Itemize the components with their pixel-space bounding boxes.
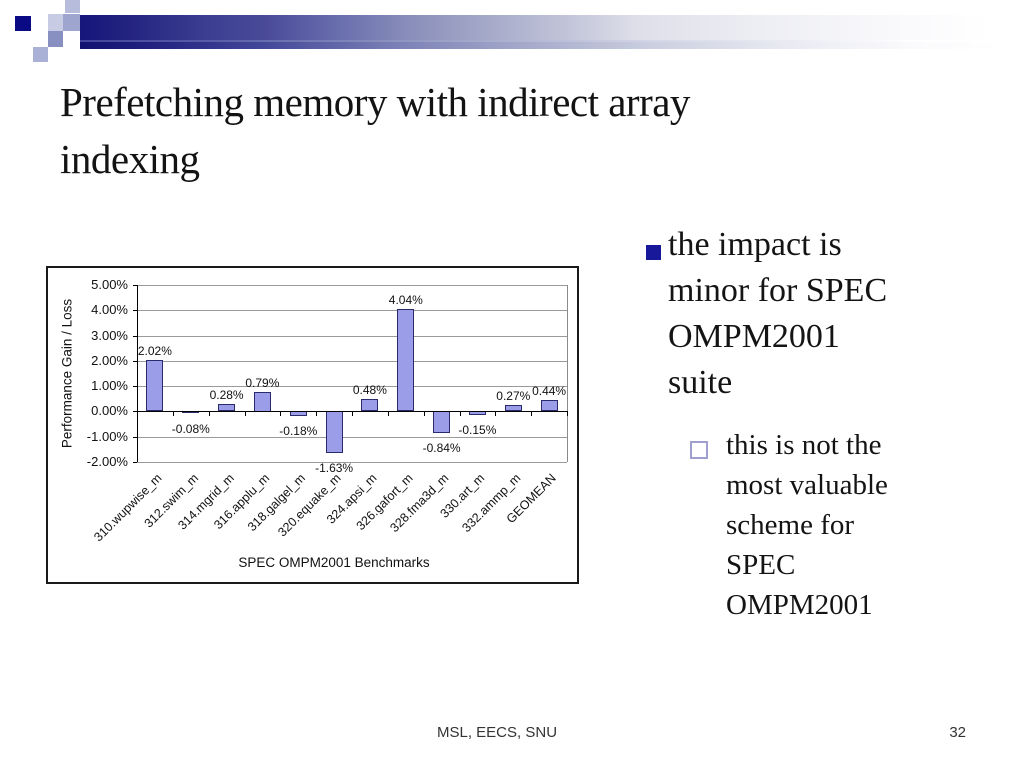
- bullet-text-main: the impact is minor for SPEC OMPM2001 su…: [668, 226, 888, 401]
- bar-data-label: -0.08%: [171, 421, 210, 436]
- bar-data-label: -0.15%: [458, 423, 497, 438]
- y-axis-tick: [133, 310, 137, 312]
- decor-square-icon: [48, 14, 63, 31]
- bar-data-label: -0.84%: [422, 440, 461, 455]
- performance-chart: Performance Gain / Loss SPEC OMPM2001 Be…: [46, 266, 579, 584]
- bar: [146, 360, 164, 412]
- x-axis-tick: [495, 411, 497, 417]
- x-axis-tick: [531, 411, 533, 417]
- gridline: [137, 335, 567, 337]
- bar: [397, 309, 415, 412]
- page-title: Prefetching memory with indirect array i…: [60, 79, 690, 182]
- hollow-square-bullet-icon: [690, 441, 708, 459]
- x-axis-tick: [208, 411, 210, 417]
- y-axis-tick: [133, 285, 137, 286]
- y-tick-label: 1.00%: [91, 378, 128, 394]
- x-axis-tick: [172, 411, 174, 417]
- bar-data-label: 0.48%: [352, 383, 387, 398]
- y-axis-tick: [133, 360, 137, 362]
- plot-right-border: [567, 285, 568, 462]
- x-axis-tick: [244, 411, 246, 417]
- decor-square-icon: [33, 47, 48, 62]
- bar: [361, 399, 379, 412]
- decor-square-icon: [63, 14, 80, 31]
- bar-data-label: -1.63%: [315, 460, 354, 475]
- y-tick-label: -1.00%: [86, 428, 128, 444]
- gridline: [137, 386, 567, 388]
- bar-data-label: 2.02%: [137, 344, 172, 359]
- page-number: 32: [949, 724, 966, 741]
- bar-data-label: -0.18%: [279, 424, 318, 438]
- decor-square-icon: [48, 31, 63, 47]
- gridline: [137, 360, 567, 362]
- y-tick-label: 5.00%: [91, 277, 128, 292]
- decor-square-icon: [15, 16, 31, 31]
- x-axis-tick: [280, 411, 282, 417]
- bar-data-label: 0.28%: [209, 388, 244, 403]
- x-axis-title: SPEC OMPM2001 Benchmarks: [238, 555, 430, 570]
- bullet-text-sub: this is not the most valuable scheme for…: [726, 429, 888, 621]
- x-axis-tick: [567, 411, 568, 417]
- x-axis-tick: [423, 411, 425, 417]
- bar-data-label: 0.27%: [496, 388, 531, 403]
- y-axis-tick: [133, 335, 137, 337]
- gridline: [137, 462, 567, 463]
- bar-data-label: 0.44%: [532, 384, 567, 399]
- header-gradient-bar-separator: [80, 40, 1009, 42]
- bar: [253, 391, 271, 412]
- filled-square-bullet-icon: [646, 245, 661, 260]
- bar: [504, 404, 522, 412]
- bar-data-label: 4.04%: [388, 293, 423, 308]
- y-axis-tick: [133, 411, 137, 413]
- x-axis-tick: [316, 411, 318, 417]
- decor-square-icon: [65, 0, 80, 13]
- y-axis-tick: [133, 436, 137, 438]
- y-axis-tick: [133, 386, 137, 388]
- bar: [218, 404, 236, 412]
- y-tick-label: 3.00%: [91, 327, 128, 343]
- header-gradient-bar-lower: [80, 42, 1009, 49]
- bar: [540, 400, 558, 412]
- y-axis-tick: [133, 462, 137, 463]
- y-tick-label: 4.00%: [91, 302, 128, 318]
- bar-data-label: 0.79%: [245, 375, 280, 390]
- y-tick-label: 0.00%: [91, 403, 128, 419]
- gridline: [137, 310, 567, 312]
- y-tick-label: 2.00%: [91, 352, 128, 368]
- y-axis-line: [137, 285, 138, 462]
- x-axis-tick: [459, 411, 461, 417]
- y-tick-label: -2.00%: [86, 454, 128, 469]
- footer-text: MSL, EECS, SNU: [437, 724, 558, 741]
- header-gradient-bar: [80, 15, 1009, 40]
- x-axis-tick: [137, 411, 138, 417]
- gridline: [137, 285, 567, 286]
- gridline: [137, 436, 567, 438]
- x-axis-tick: [352, 411, 353, 417]
- x-axis-tick: [387, 411, 389, 417]
